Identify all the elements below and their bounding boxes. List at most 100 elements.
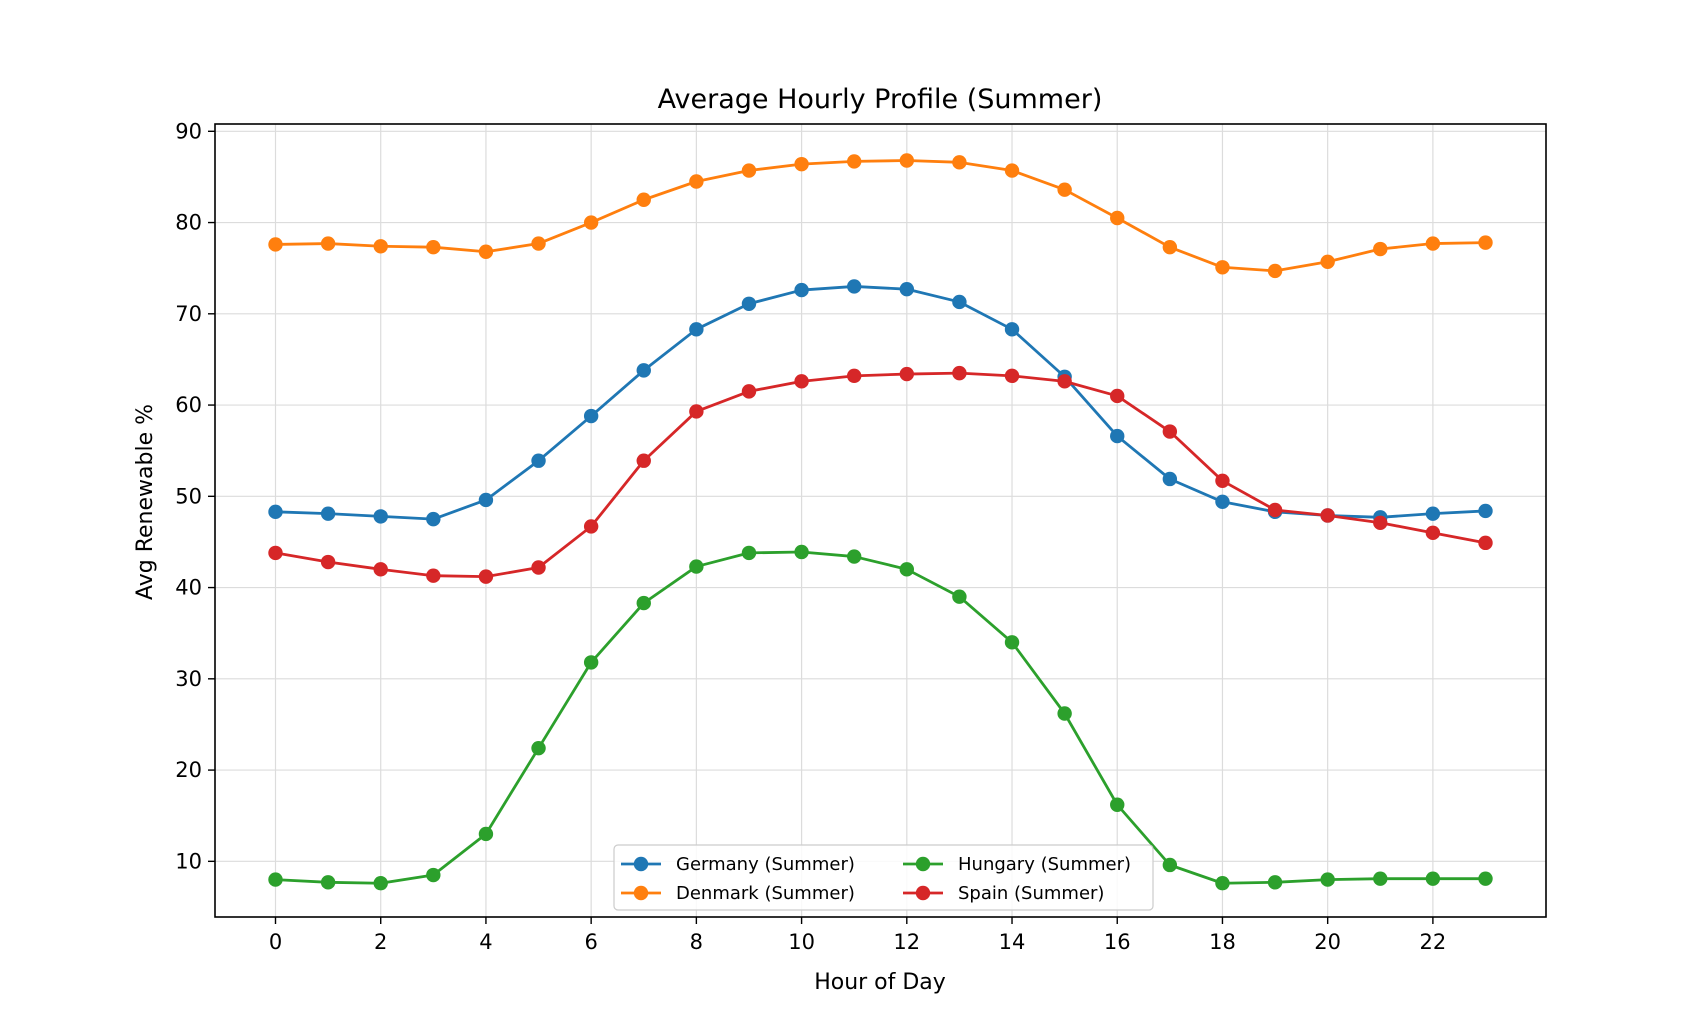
legend-item: Germany (Summer) — [621, 854, 855, 875]
data-point — [320, 554, 336, 570]
data-point — [583, 215, 599, 230]
data-point — [1110, 428, 1125, 444]
data-point — [478, 244, 494, 259]
y-tick-label: 90 — [175, 119, 202, 143]
data-point — [1425, 236, 1441, 251]
data-point — [583, 519, 599, 534]
data-point — [794, 544, 809, 560]
data-point — [846, 549, 862, 564]
data-point — [1425, 506, 1441, 521]
data-point — [1478, 871, 1493, 886]
y-tick-label: 60 — [175, 393, 202, 417]
legend-label: Germany (Summer) — [676, 854, 855, 875]
series-group — [268, 153, 1493, 891]
data-point — [1057, 182, 1072, 197]
legend-marker — [915, 856, 931, 872]
data-point — [741, 545, 757, 561]
y-tick-label: 50 — [175, 484, 202, 508]
legend-marker — [633, 885, 649, 901]
series-line — [275, 550, 1486, 885]
data-point — [741, 163, 757, 178]
data-point — [320, 236, 336, 251]
data-point — [1057, 374, 1072, 389]
legend-label: Hungary (Summer) — [958, 854, 1131, 875]
data-point — [1267, 875, 1283, 890]
data-point — [1215, 473, 1230, 489]
data-point — [531, 560, 546, 575]
series-line — [275, 159, 1486, 273]
data-point — [268, 872, 283, 887]
x-tick-label: 18 — [1209, 930, 1236, 954]
data-point — [1110, 210, 1125, 226]
data-point — [794, 156, 809, 172]
x-tick-label: 4 — [479, 930, 492, 954]
legend-item: Hungary (Summer) — [903, 854, 1131, 875]
data-point — [952, 365, 967, 381]
data-point — [320, 875, 336, 890]
data-point — [846, 279, 862, 294]
data-point — [1110, 388, 1125, 404]
data-point — [373, 876, 388, 891]
data-point — [636, 363, 651, 378]
legend: Germany (Summer) Denmark (Summer) Hungary … — [613, 844, 1154, 911]
data-point — [636, 192, 651, 207]
x-axis-label: Hour of Day — [814, 970, 946, 995]
axis-ticks: 0 2 4 6 8 10 12 14 16 18 20 22 10 20 30 40 50 60 70 80 90 — [175, 119, 1446, 954]
data-point — [1425, 871, 1441, 886]
legend-marker — [915, 885, 931, 901]
data-point — [268, 504, 283, 520]
data-point — [1162, 239, 1178, 255]
data-point — [373, 562, 388, 577]
legend-box — [613, 844, 1154, 911]
data-point — [1215, 494, 1230, 509]
data-point — [689, 322, 704, 337]
data-point — [268, 237, 283, 252]
data-point — [426, 867, 441, 883]
data-point — [320, 506, 336, 521]
legend-label: Denmark (Summer) — [676, 883, 855, 904]
data-point — [794, 374, 809, 389]
data-point — [1478, 535, 1493, 551]
data-point — [373, 239, 388, 254]
series-germany — [268, 279, 1493, 527]
y-tick-label: 80 — [175, 211, 202, 235]
data-point — [846, 368, 862, 384]
data-point — [1320, 872, 1335, 887]
data-point — [426, 568, 441, 583]
data-point — [899, 281, 915, 297]
data-point — [1267, 263, 1283, 279]
legend-label: Spain (Summer) — [958, 883, 1104, 904]
data-point — [899, 366, 915, 382]
series-denmark — [268, 153, 1493, 279]
data-point — [1373, 241, 1388, 257]
x-tick-label: 2 — [374, 930, 387, 954]
legend-marker — [633, 856, 649, 872]
data-point — [1373, 515, 1388, 530]
data-point — [1478, 235, 1493, 250]
data-point — [741, 296, 757, 311]
data-point — [689, 174, 704, 189]
data-point — [478, 492, 494, 508]
data-point — [689, 404, 704, 419]
data-point — [1004, 635, 1020, 650]
series-line — [275, 371, 1486, 579]
data-point — [1320, 254, 1335, 269]
x-tick-label: 0 — [269, 930, 282, 954]
data-point — [1057, 706, 1072, 721]
y-tick-label: 40 — [175, 576, 202, 600]
data-point — [741, 384, 757, 399]
series-hungary — [268, 544, 1493, 891]
series-line — [275, 285, 1486, 521]
data-point — [1215, 260, 1230, 275]
data-point — [583, 408, 599, 424]
x-tick-label: 6 — [584, 930, 597, 954]
data-point — [846, 154, 862, 169]
data-point — [531, 740, 546, 756]
data-point — [1110, 797, 1125, 812]
y-tick-label: 70 — [175, 302, 202, 326]
x-tick-label: 8 — [690, 930, 703, 954]
legend-item: Spain (Summer) — [903, 883, 1104, 904]
legend-item: Denmark (Summer) — [621, 883, 855, 904]
x-tick-label: 10 — [788, 930, 815, 954]
